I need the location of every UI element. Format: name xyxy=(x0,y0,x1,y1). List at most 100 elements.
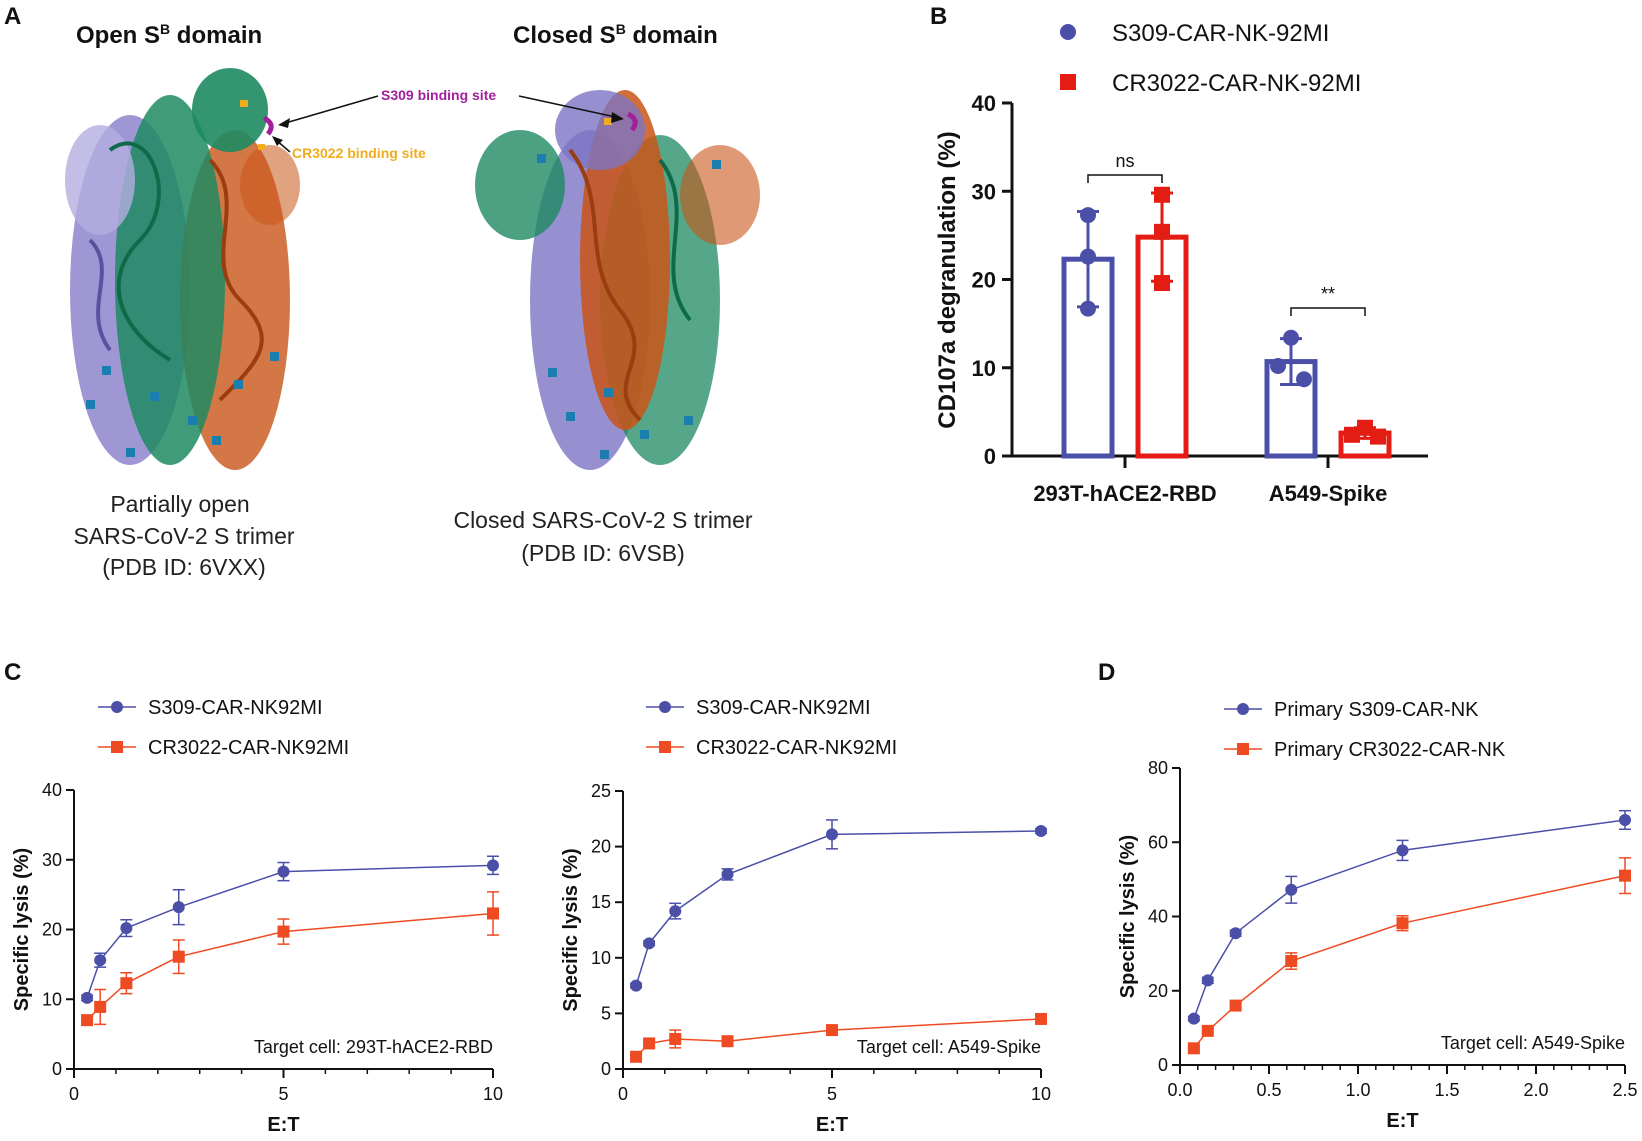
data-point xyxy=(1357,419,1373,436)
y-tick-label: 30 xyxy=(972,179,996,204)
chart-c-left: S309-CAR-NK92MI CR3022-CAR-NK92MI 0 10 20 30 4… xyxy=(11,697,503,1136)
s309-arrow-left xyxy=(281,95,379,125)
y-tick-label: 10 xyxy=(972,356,996,381)
panel-a: A Open SB domain Closed SB domain xyxy=(4,3,760,580)
x-axis-title: E:T xyxy=(816,1114,848,1136)
data-point xyxy=(1035,1012,1047,1025)
legend-label: S309-CAR-NK92MI xyxy=(148,697,323,719)
y-tick-label: 20 xyxy=(42,920,62,940)
legend-label: Primary S309-CAR-NK xyxy=(1274,699,1479,721)
legend-label: S309-CAR-NK92MI xyxy=(696,697,871,719)
y-tick-label: 80 xyxy=(1148,758,1168,778)
target-cell-note: Target cell: A549-Spike xyxy=(857,1037,1041,1057)
series-line xyxy=(635,830,1042,986)
x-tick-label: A549-Spike xyxy=(1269,481,1388,506)
data-point xyxy=(721,1035,734,1048)
data-point xyxy=(120,922,133,935)
s309-binding-label: S309 binding site xyxy=(381,87,496,103)
y-tick-label: 0 xyxy=(601,1059,611,1079)
significance-bracket xyxy=(1290,307,1366,316)
significance-bracket xyxy=(1087,174,1163,183)
data-point xyxy=(1187,1042,1200,1055)
open-title-main: Open S xyxy=(76,22,160,49)
data-point xyxy=(826,828,838,841)
significance-label: ns xyxy=(1115,151,1134,171)
data-point xyxy=(1080,300,1096,317)
open-caption-line-1: Partially open xyxy=(110,491,249,517)
y-axis-title: Specific lysis (%) xyxy=(11,848,33,1011)
data-point xyxy=(1201,974,1214,987)
x-tick-label: 2.0 xyxy=(1523,1080,1548,1100)
y-axis-title: CD107a degranulation (%) xyxy=(934,131,961,428)
x-tick-label: 293T-hACE2-RBD xyxy=(1033,481,1216,506)
x-tick-label: 2.5 xyxy=(1612,1080,1637,1100)
legend-marker xyxy=(659,701,671,713)
data-point xyxy=(1201,1024,1214,1037)
legend-label-s309: S309-CAR-NK-92MI xyxy=(1112,20,1329,47)
data-point xyxy=(643,1037,656,1050)
data-point xyxy=(1080,248,1096,265)
target-cell-note: Target cell: A549-Spike xyxy=(1441,1033,1625,1053)
chart-b: S309-CAR-NK-92MI CR3022-CAR-NK-92MI 0 10 20 3… xyxy=(934,20,1428,506)
legend-marker xyxy=(659,741,671,753)
closed-caption-line-1: Closed SARS-CoV-2 S trimer xyxy=(453,507,752,533)
data-point xyxy=(630,1050,643,1063)
data-point xyxy=(1396,917,1409,930)
data-point xyxy=(1370,428,1386,445)
open-title-tail: domain xyxy=(170,22,262,49)
legend-marker-s309 xyxy=(1060,24,1076,40)
x-tick-label: 5 xyxy=(278,1084,288,1104)
data-point xyxy=(172,901,185,914)
closed-trimer-structure xyxy=(475,90,760,470)
x-tick-label: 0 xyxy=(69,1084,79,1104)
open-title-sup: B xyxy=(160,21,170,37)
data-point xyxy=(120,977,133,990)
series-line xyxy=(86,912,494,1021)
panel-c: C S309-CAR-NK92MI CR3022-CAR-NK92MI 0 10 20 3… xyxy=(4,659,1051,1136)
data-point xyxy=(1619,813,1631,826)
open-domain-title: Open SB domain xyxy=(76,21,262,49)
y-tick-label: 20 xyxy=(972,268,996,293)
data-point xyxy=(826,1024,838,1037)
closed-title-main: Closed S xyxy=(513,22,616,49)
data-point xyxy=(1285,883,1298,896)
data-point xyxy=(1080,207,1096,224)
y-tick-label: 5 xyxy=(601,1003,611,1023)
data-point xyxy=(94,1000,107,1013)
panel-b: B S309-CAR-NK-92MI CR3022-CAR-NK-92MI 0 10 2… xyxy=(930,3,1428,506)
s309-arrowhead-right xyxy=(611,112,624,123)
data-point xyxy=(94,954,107,967)
data-point xyxy=(643,937,656,950)
data-point xyxy=(277,925,290,938)
x-tick-label: 0.0 xyxy=(1167,1080,1192,1100)
data-point xyxy=(721,868,734,881)
data-point xyxy=(1296,371,1312,388)
x-tick-label: 0.5 xyxy=(1256,1080,1281,1100)
x-tick-label: 0 xyxy=(618,1084,628,1104)
significance-label: ** xyxy=(1321,284,1335,304)
data-point xyxy=(487,859,499,872)
x-axis-title: E:T xyxy=(1386,1110,1418,1132)
chart-d: Primary S309-CAR-NK Primary CR3022-CAR-NK… xyxy=(1117,699,1638,1132)
y-tick-label: 25 xyxy=(591,781,611,801)
closed-domain-title: Closed SB domain xyxy=(513,21,718,49)
y-tick-label: 0 xyxy=(1158,1055,1168,1075)
x-tick-label: 10 xyxy=(483,1084,503,1104)
panel-label-d: D xyxy=(1098,659,1115,686)
x-tick-label: 5 xyxy=(827,1084,837,1104)
y-tick-label: 60 xyxy=(1148,832,1168,852)
legend-marker xyxy=(111,701,123,713)
chart-c-right: S309-CAR-NK92MI CR3022-CAR-NK92MI 0 5 10 15 20… xyxy=(560,697,1051,1136)
panel-label-b: B xyxy=(930,3,947,30)
y-tick-label: 20 xyxy=(591,837,611,857)
data-point xyxy=(1187,1012,1200,1025)
closed-caption-line-2: (PDB ID: 6VSB) xyxy=(521,540,685,566)
data-point xyxy=(669,1032,682,1045)
closed-title-sup: B xyxy=(616,21,626,37)
series-line xyxy=(1193,874,1626,1049)
series-line xyxy=(1193,819,1626,1019)
data-point xyxy=(1270,357,1286,374)
data-point xyxy=(1285,955,1298,968)
legend-label-cr3022: CR3022-CAR-NK-92MI xyxy=(1112,70,1361,97)
